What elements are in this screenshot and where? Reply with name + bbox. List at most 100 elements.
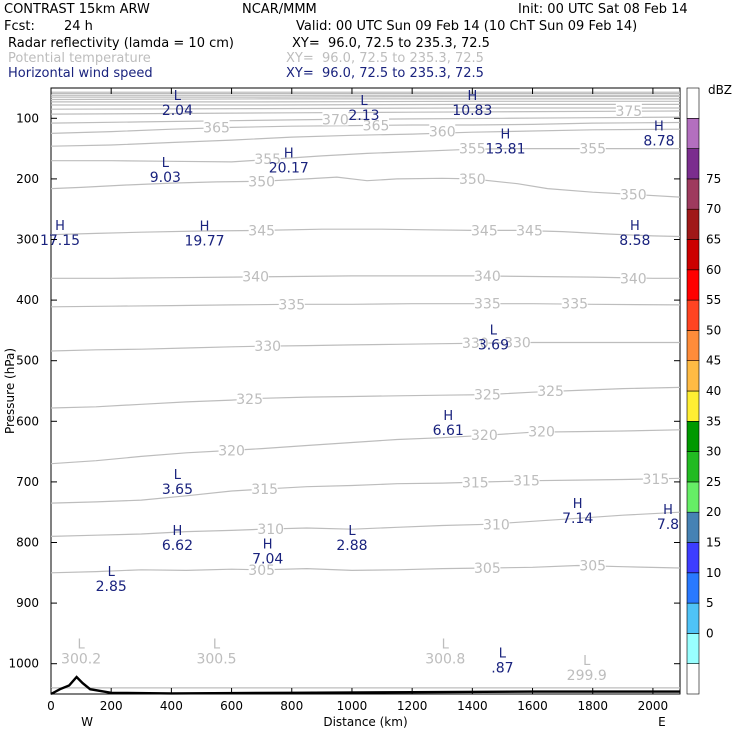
wind-high-symbol: H [467, 89, 477, 104]
contour-label: 365 [203, 120, 230, 136]
contour-label-bg [248, 561, 275, 576]
wind-value-label: 19.77 [184, 233, 224, 249]
colorbar-segment [686, 178, 700, 210]
field-theta-xy: XY= 96.0, 72.5 to 235.3, 72.5 [286, 51, 484, 66]
contour-label-bg [474, 386, 501, 401]
forecast-label: Fcst: [4, 19, 35, 34]
colorbar-level-label: 50 [706, 323, 721, 337]
contour-label-bg [363, 117, 390, 132]
colorbar-level-label: 25 [706, 475, 721, 489]
contour-label-bg [579, 557, 606, 572]
plot-frame [50, 87, 681, 695]
y-axis-title: Pressure (hPa) [3, 348, 17, 434]
contour-label-bg [642, 470, 669, 485]
contour-label-bg [242, 268, 269, 283]
colorbar-level-label: 70 [706, 202, 721, 216]
contour-label-bg [537, 383, 564, 397]
contour-label: 330 [462, 336, 489, 352]
contour-label-bg [579, 140, 606, 155]
x-tick-label: 200 [100, 699, 123, 713]
colorbar-segment [686, 633, 700, 665]
wind-value-label: 8.58 [619, 233, 650, 249]
contour-label-bg [474, 295, 501, 310]
contour-label: 315 [513, 474, 540, 490]
colorbar-level-label: 45 [706, 354, 721, 368]
contour-label-bg [248, 222, 275, 237]
contour-label-bg [257, 521, 284, 536]
contour-label: 345 [471, 223, 498, 239]
wind-high-symbol: H [200, 219, 210, 234]
wind-value-label: 6.62 [162, 538, 193, 554]
model-title: CONTRAST 15km ARW [4, 2, 150, 17]
wind-value-label: .87 [491, 661, 513, 677]
wind-value-label: 2.88 [336, 538, 367, 554]
wind-value-label: 2.04 [162, 103, 193, 119]
x-tick-label: 1400 [457, 699, 488, 713]
contour-label: 305 [579, 559, 606, 575]
contour-label: 365 [363, 119, 390, 135]
colorbar: 0 5 10 15 20 25 30 35 40 45 50 55 60 65 70 75 [686, 87, 721, 695]
contour-label-bg [254, 338, 281, 353]
contour-label: 315 [251, 482, 278, 498]
wind-value-label: 20.17 [269, 161, 309, 177]
theta-contour-305 [50, 564, 681, 574]
wind-value-label: 10.83 [452, 103, 492, 119]
contour-label-bg [218, 442, 245, 457]
wind-value-label: 7.14 [562, 511, 593, 527]
wind-value-label: 2.13 [348, 108, 379, 124]
x-tick-label: 0 [47, 699, 55, 713]
contour-label: 315 [462, 476, 489, 492]
theta-extremum-value: 300.5 [196, 652, 236, 668]
colorbar-segment [686, 299, 700, 331]
contour-label-bg [474, 267, 501, 282]
x-tick-label: 1200 [397, 699, 428, 713]
colorbar-segment [686, 663, 700, 695]
contour-label: 350 [620, 188, 647, 204]
theta-contour-375 [50, 110, 681, 115]
field-reflectivity-xy: XY= 96.0, 72.5 to 235.3, 72.5 [292, 36, 490, 51]
y-tick-label: 300 [16, 233, 39, 247]
colorbar-segment [686, 572, 700, 604]
colorbar-segment [686, 239, 700, 271]
field-reflectivity-name: Radar reflectivity (lamda = 10 cm) [8, 36, 234, 51]
theta-contour-320 [50, 429, 681, 465]
contour-label: 325 [236, 392, 263, 408]
field-theta-name: Potential temperature [8, 51, 151, 66]
contour-label: 350 [459, 172, 486, 188]
wind-value-label: 6.61 [433, 423, 464, 439]
contour-label: 355 [579, 142, 606, 158]
contour-label: 315 [643, 472, 670, 488]
colorbar-level-label: 75 [706, 172, 721, 186]
colorbar-segment [686, 118, 700, 149]
contour-label: 335 [474, 297, 501, 313]
colorbar-level-label: 10 [706, 566, 721, 580]
wind-value-label: 3.69 [478, 338, 509, 354]
colorbar-level-label: 20 [706, 505, 721, 519]
contour-label: 310 [257, 522, 284, 538]
x-tick-label: 400 [160, 699, 183, 713]
contour-label: 345 [516, 223, 543, 239]
contour-label: 340 [242, 269, 269, 285]
forecast-hour: 24 h [64, 19, 93, 34]
contour-label-bg [203, 119, 230, 134]
contour-label: 335 [278, 297, 305, 313]
theta-contour-310 [50, 511, 681, 537]
y-tick-label: 700 [16, 475, 39, 489]
terrain [50, 675, 680, 696]
contour-label-bg [236, 390, 263, 405]
contour-label: 360 [429, 125, 456, 141]
contour-label: 330 [504, 336, 531, 352]
terrain-line [50, 675, 680, 696]
y-axis: 100 200 300 400 500 600 700 800 900 1000 [8, 111, 680, 671]
wind-high-symbol: H [443, 409, 453, 424]
x-axis-title: Distance (km) [323, 715, 407, 729]
theta-contour-385 [51, 103, 680, 106]
colorbar-segment [686, 269, 700, 301]
contour-label: 345 [248, 223, 275, 239]
colorbar-segment [686, 602, 700, 634]
colorbar-units: dBZ [708, 83, 732, 97]
contour-label-bg [471, 427, 498, 442]
wind-low-symbol: L [174, 89, 182, 104]
